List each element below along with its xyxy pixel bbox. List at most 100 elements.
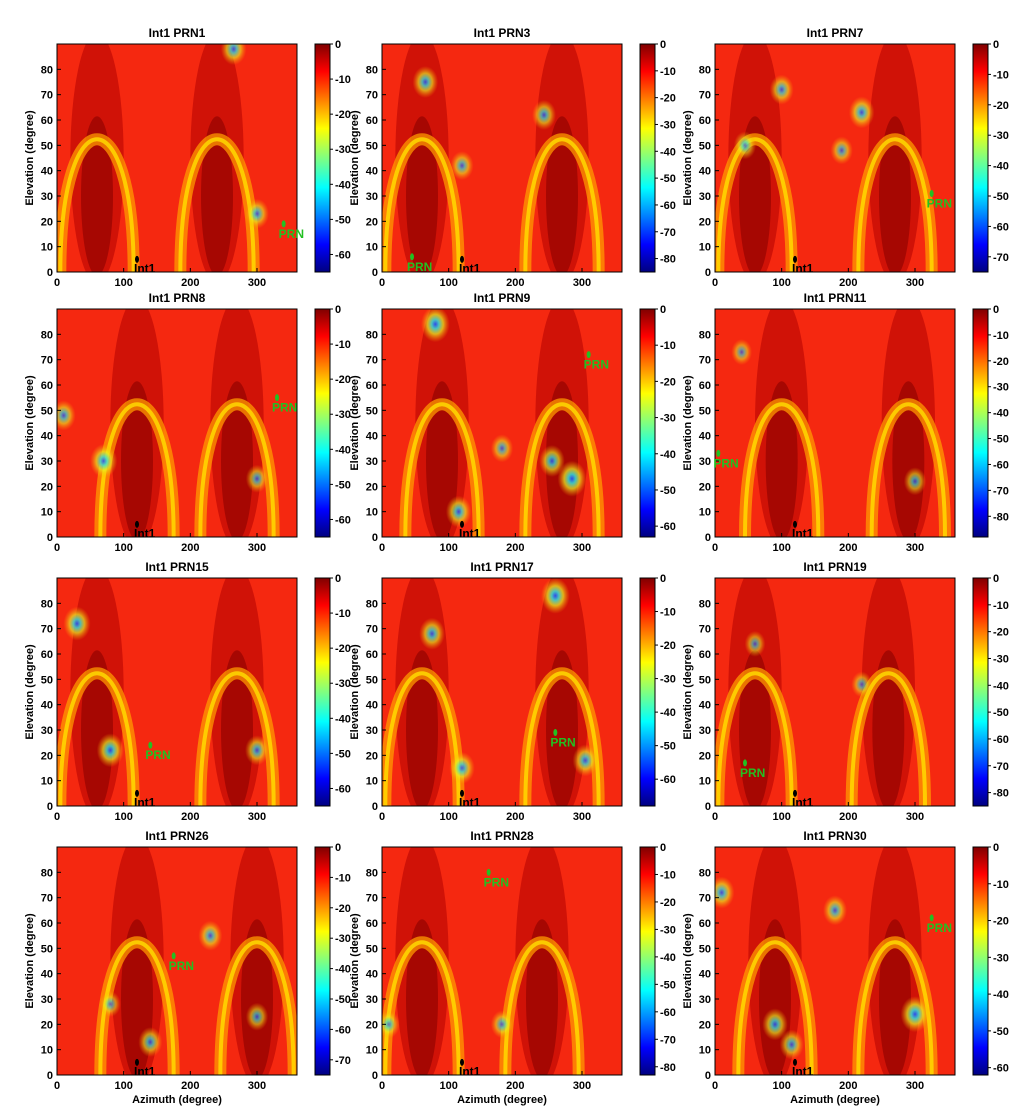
colorbar-tick-label: -70	[660, 1034, 676, 1046]
colorbar-tick-label: -10	[993, 330, 1009, 342]
heatmap-field	[57, 309, 297, 537]
y-tick-label: 50	[366, 405, 378, 417]
y-tick-label: 80	[41, 64, 53, 76]
x-tick-label: 100	[114, 1080, 132, 1092]
y-tick-label: 70	[366, 355, 378, 367]
y-tick-label: 80	[366, 64, 378, 76]
colorbar	[639, 43, 656, 273]
y-tick-label: 30	[699, 994, 711, 1006]
panel-prn1: 0 100 200 300 0 10 20 30 40 50 60 70 80 Int1 PRN1 Elev…	[24, 26, 351, 289]
y-tick-label: 60	[699, 380, 711, 392]
colorbar-tick-label: -20	[335, 374, 351, 386]
colorbar-tick-label: -50	[993, 434, 1009, 446]
panel-prn7: 0 100 200 300 0 10 20 30 40 50 60 70 80 Int1 PRN7 Elev…	[682, 26, 1009, 289]
y-tick-label: 10	[41, 242, 53, 254]
colorbar-tick-label: -40	[993, 161, 1009, 173]
y-axis-label: Elevation (degree)	[349, 375, 361, 471]
int1-label: Int1	[792, 526, 814, 540]
x-tick-label: 0	[54, 811, 60, 823]
y-tick-label: 20	[366, 481, 378, 493]
y-tick-label: 0	[705, 267, 711, 279]
colorbar	[314, 308, 331, 538]
y-tick-label: 30	[41, 191, 53, 203]
y-tick-label: 20	[41, 216, 53, 228]
y-tick-label: 50	[699, 405, 711, 417]
panel-title: Int1 PRN28	[470, 829, 534, 843]
y-tick-label: 40	[41, 431, 53, 443]
colorbar-tick-label: -40	[335, 964, 351, 976]
colorbar-tick-label: -60	[993, 1063, 1009, 1075]
int1-label: Int1	[459, 526, 481, 540]
x-tick-label: 100	[114, 811, 132, 823]
x-tick-label: 300	[248, 811, 266, 823]
x-tick-label: 100	[439, 542, 457, 554]
panel-title: Int1 PRN9	[474, 291, 531, 305]
y-tick-label: 0	[705, 801, 711, 813]
x-tick-label: 300	[906, 277, 924, 289]
heatmap-field	[382, 847, 622, 1075]
x-axis-label: Azimuth (degree)	[457, 1094, 547, 1106]
colorbar	[639, 577, 656, 807]
panel-prn17: 0 100 200 300 0 10 20 30 40 50 60 70 80 Int1 PRN17 Ele…	[349, 560, 676, 823]
colorbar-tick-label: -60	[335, 783, 351, 795]
null-point	[731, 339, 753, 366]
null-point	[245, 735, 269, 766]
colorbar-tick-label: 0	[660, 573, 666, 585]
y-tick-label: 10	[41, 1045, 53, 1057]
y-tick-label: 10	[366, 242, 378, 254]
colorbar-tick-label: -10	[660, 340, 676, 352]
colorbar-tick-label: -60	[335, 1024, 351, 1036]
null-point	[450, 151, 474, 181]
prn-label: PRN	[927, 921, 952, 935]
int1-marker	[793, 789, 797, 797]
x-tick-label: 300	[906, 1080, 924, 1092]
x-tick-label: 100	[772, 1080, 790, 1092]
colorbar-tick-label: -70	[660, 227, 676, 239]
panel-prn15: 0 100 200 300 0 10 20 30 40 50 60 70 80 Int1 PRN15 Ele…	[24, 560, 351, 823]
y-tick-label: 30	[366, 725, 378, 737]
y-tick-label: 60	[699, 649, 711, 661]
prn-label: PRN	[550, 736, 575, 750]
colorbar-tick-label: -40	[660, 449, 676, 461]
prn-label: PRN	[484, 875, 509, 889]
x-tick-label: 100	[772, 811, 790, 823]
x-tick-label: 200	[181, 542, 199, 554]
y-tick-label: 30	[699, 456, 711, 468]
y-tick-label: 30	[41, 725, 53, 737]
y-tick-label: 10	[699, 242, 711, 254]
y-tick-label: 70	[366, 624, 378, 636]
y-tick-label: 0	[372, 1070, 378, 1082]
y-tick-label: 20	[366, 750, 378, 762]
heatmap-field	[57, 578, 297, 806]
colorbar-tick-label: -20	[993, 100, 1009, 112]
prn-label: PRN	[927, 196, 952, 210]
null-point	[830, 136, 853, 165]
colorbar-tick-label: -30	[335, 144, 351, 156]
y-tick-label: 50	[41, 405, 53, 417]
colorbar-tick-label: -50	[335, 994, 351, 1006]
prn-label: PRN	[713, 456, 738, 470]
y-tick-label: 80	[366, 598, 378, 610]
int1-marker	[793, 520, 797, 528]
x-tick-label: 300	[248, 542, 266, 554]
x-tick-label: 0	[712, 542, 718, 554]
colorbar-tick-label: 0	[335, 842, 341, 854]
panel-prn8: 0 100 200 300 0 10 20 30 40 50 60 70 80 Int1 PRN8 Elev…	[24, 291, 351, 554]
x-tick-label: 100	[439, 1080, 457, 1092]
colorbar	[639, 846, 656, 1076]
heatmap-field	[715, 847, 955, 1075]
y-tick-label: 30	[41, 994, 53, 1006]
colorbar-tick-label: 0	[660, 39, 666, 51]
colorbar-tick-label: 0	[335, 39, 341, 51]
colorbar-tick-label: -10	[660, 869, 676, 881]
int1-label: Int1	[134, 1064, 156, 1078]
x-axis-label: Azimuth (degree)	[790, 1094, 880, 1106]
x-tick-label: 0	[54, 277, 60, 289]
y-tick-label: 30	[699, 725, 711, 737]
int1-marker	[460, 1058, 464, 1066]
y-tick-label: 40	[699, 969, 711, 981]
null-point	[823, 895, 847, 926]
colorbar-tick-label: 0	[335, 304, 341, 316]
null-point	[715, 876, 735, 909]
y-tick-label: 70	[699, 893, 711, 905]
